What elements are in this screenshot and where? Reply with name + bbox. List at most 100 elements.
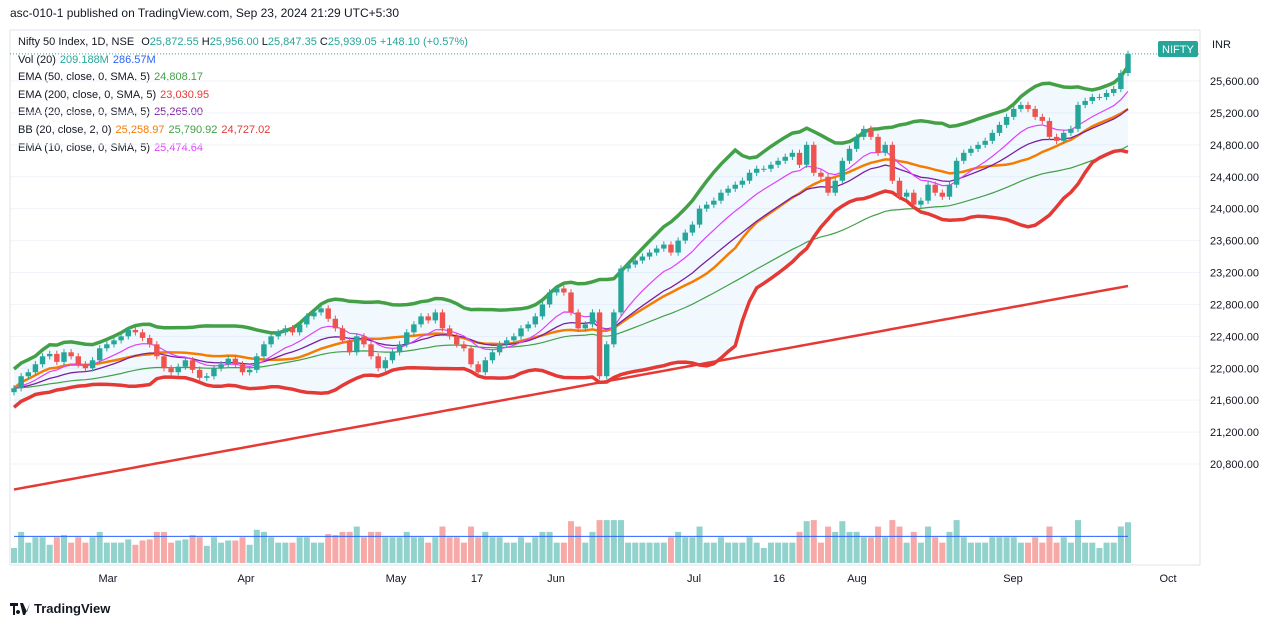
legend-label: EMA (200, close, 0, SMA, 5) (18, 88, 157, 101)
volume-bar (696, 526, 703, 563)
volume-bar (653, 542, 660, 563)
candle-body (46, 353, 53, 357)
axes: 25,600.00 25,200.00 24,800.00 24,400.00 24,0… (9, 29, 1259, 585)
time-tick-label: Oct (1159, 573, 1176, 585)
symbol-tag: NIFTY (1162, 44, 1194, 56)
price-tick-label: 25,600.00 (1210, 76, 1259, 88)
price-tick-label: 22,400.00 (1210, 331, 1259, 343)
candle-body (732, 184, 738, 189)
candle-body (61, 352, 67, 362)
candle-body (111, 340, 117, 345)
tradingview-brand: TradingView (34, 601, 111, 616)
volume-bar (89, 537, 96, 563)
legend-value: 286.57M (112, 53, 156, 66)
volume-bar (703, 542, 710, 563)
volume-bar (475, 537, 482, 563)
legend-label: BB (20, close, 2, 0) (18, 123, 112, 136)
ohlc-low: 25,847.35 (267, 36, 317, 48)
volume-bar (153, 531, 160, 563)
candle-body (18, 376, 24, 389)
volume-bar (325, 534, 332, 563)
candle-body (546, 292, 553, 305)
volume-bar (917, 542, 924, 563)
candle-body (953, 160, 960, 185)
volume-bar (882, 537, 889, 563)
candle-body (539, 304, 546, 317)
volume-bar (75, 537, 82, 563)
candle-body (668, 244, 674, 253)
volume-bar (11, 547, 17, 563)
volume-bar (196, 537, 203, 563)
legend-symbol-row[interactable]: Nifty 50 Index, 1D, NSE O25,872.55 H25,9… (18, 34, 468, 52)
candle-body (846, 148, 853, 161)
candle-body (1018, 104, 1024, 109)
volume-bar (589, 531, 596, 563)
candle-body (82, 364, 89, 369)
volume-bar (932, 537, 939, 563)
candle-body (725, 188, 731, 193)
candle-body (154, 344, 160, 357)
candle-body (468, 348, 474, 365)
volume-bar (1103, 542, 1110, 563)
candle-body (96, 348, 103, 361)
volume-bar (525, 542, 532, 563)
volume-bar (303, 537, 310, 563)
volume-bar (253, 529, 260, 563)
candle-body (1039, 116, 1046, 121)
candle-body (396, 344, 403, 353)
price-tick-label: 23,200.00 (1210, 268, 1259, 280)
candle-body (432, 312, 439, 321)
legend-row[interactable]: BB (20, close, 2, 0) 25,258.97 25,790.92 24… (18, 122, 468, 140)
candle-body (932, 184, 938, 193)
candle-body (603, 344, 610, 377)
volume-bar (310, 542, 317, 563)
candle-body (561, 288, 567, 293)
volume-bar (560, 542, 567, 563)
volume-bar (210, 537, 217, 563)
volume-bar (118, 542, 125, 563)
candle-body (918, 200, 924, 205)
tradingview-logo-icon (10, 602, 30, 615)
candle-body (104, 344, 110, 349)
legend-row[interactable]: Vol (20) 209.188M 286.57M (18, 52, 468, 70)
legend-value: 24,808.17 (154, 71, 203, 84)
candle-body (996, 124, 1003, 133)
candle-body (304, 316, 310, 325)
volume-bar (503, 542, 510, 563)
volume-bar (803, 521, 810, 563)
volume-bar (382, 537, 389, 563)
volume-bar (1075, 520, 1082, 563)
volume-bar (246, 544, 253, 563)
price-tick-label: 22,800.00 (1210, 299, 1259, 311)
candle-body (454, 336, 460, 345)
volume-bar (496, 537, 503, 563)
candle-body (168, 368, 174, 373)
candle-body (968, 148, 974, 153)
candle-body (818, 172, 824, 177)
candle-body (1111, 88, 1117, 93)
candle-body (475, 364, 481, 373)
volume-bar (232, 540, 239, 563)
volume-bar (346, 531, 353, 563)
tradingview-footer[interactable]: TradingView (10, 601, 110, 616)
candle-body (1061, 132, 1067, 141)
legend-row[interactable]: EMA (20, close, 0, SMA, 5) 25,265.00 (18, 104, 468, 122)
legend-row[interactable]: EMA (50, close, 0, SMA, 5) 24,808.17 (18, 69, 468, 87)
candle-body (89, 360, 96, 369)
candle-body (489, 352, 496, 361)
volume-bar (53, 537, 60, 563)
legend-row[interactable]: EMA (200, close, 0, SMA, 5) 23,030.95 (18, 87, 468, 105)
volume-bar (860, 537, 867, 563)
candle-body (761, 168, 767, 170)
volume-bar (667, 537, 674, 563)
volume-bar (725, 542, 732, 563)
publish-line: asc-010-1 published on TradingView.com, … (10, 6, 400, 20)
legend-value: 209.188M (59, 53, 109, 66)
volume-bar (782, 542, 789, 563)
candle-body (504, 340, 510, 345)
ohlc-high: 25,956.00 (209, 36, 259, 48)
candle-body (1025, 104, 1031, 109)
candle-body (646, 252, 653, 257)
volume-bar (132, 544, 139, 563)
